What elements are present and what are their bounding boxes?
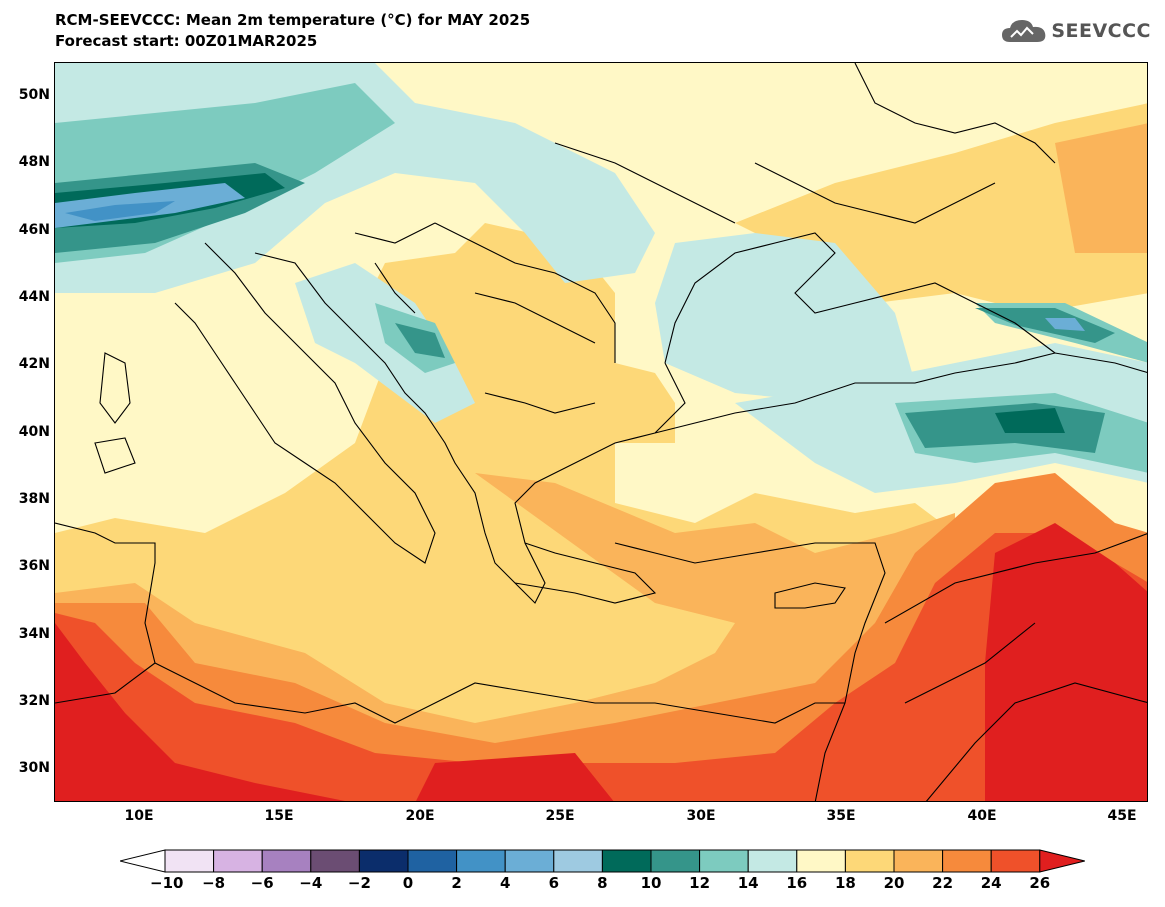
colorbar-label: 26	[1029, 874, 1051, 892]
colorbar-box	[601, 849, 652, 873]
colorbar-box	[504, 849, 555, 873]
colorbar-label: 8	[597, 874, 608, 892]
colorbar-box	[553, 849, 603, 873]
lon-label: 45E	[1107, 808, 1137, 824]
lat-label: 40N	[18, 424, 50, 440]
temperature-map	[54, 62, 1148, 802]
colorbar-box	[844, 849, 895, 873]
colorbar-label: 18	[834, 874, 856, 892]
colorbar-label: 0	[402, 874, 414, 892]
lon-label: 10E	[124, 808, 154, 824]
map-title: RCM-SEEVCCC: Mean 2m temperature (°C) fo…	[55, 11, 531, 29]
colorbar-label: 14	[737, 874, 759, 892]
colorbar-box	[358, 849, 409, 873]
colorbar-label: −4	[299, 874, 323, 892]
lat-label: 50N	[18, 87, 50, 103]
lat-label: 48N	[18, 154, 50, 170]
colorbar	[120, 849, 1085, 873]
colorbar-label: 16	[786, 874, 808, 892]
colorbar-box	[310, 849, 360, 873]
lat-label: 42N	[18, 356, 50, 372]
lon-label: 30E	[686, 808, 716, 824]
colorbar-label: −6	[250, 874, 274, 892]
title-block: RCM-SEEVCCC: Mean 2m temperature (°C) fo…	[55, 10, 530, 52]
lon-label: 20E	[405, 808, 435, 824]
colorbar-box	[650, 849, 701, 873]
colorbar-label: 10	[640, 874, 662, 892]
colorbar-box	[699, 849, 749, 873]
colorbar-box	[164, 849, 215, 873]
colorbar-label: 12	[689, 874, 711, 892]
seevccc-logo: SEEVCCC	[1001, 18, 1151, 44]
colorbar-high-triangle	[1039, 849, 1085, 873]
colorbar-box	[893, 849, 944, 873]
colorbar-box	[747, 849, 798, 873]
lon-label: 40E	[967, 808, 997, 824]
lat-label: 44N	[18, 289, 50, 305]
colorbar-label: 2	[451, 874, 462, 892]
lon-label: 35E	[826, 808, 856, 824]
lat-label: 32N	[18, 693, 50, 709]
colorbar-label: 4	[499, 874, 511, 892]
colorbar-low-triangle	[120, 849, 166, 873]
lon-label: 25E	[545, 808, 575, 824]
lon-label: 15E	[264, 808, 294, 824]
colorbar-label: −2	[347, 874, 371, 892]
colorbar-box	[261, 849, 312, 873]
lat-label: 30N	[18, 760, 50, 776]
colorbar-box	[796, 849, 846, 873]
lat-label: 34N	[18, 626, 50, 642]
temperature-field	[55, 63, 1147, 801]
colorbar-box	[407, 849, 458, 873]
colorbar-box	[942, 849, 992, 873]
forecast-start: Forecast start: 00Z01MAR2025	[55, 32, 318, 50]
colorbar-label: −8	[202, 874, 226, 892]
logo-text: SEEVCCC	[1051, 20, 1151, 42]
colorbar-box	[456, 849, 506, 873]
colorbar-box	[990, 849, 1041, 873]
colorbar-label: 22	[932, 874, 954, 892]
colorbar-label: 6	[548, 874, 560, 892]
lat-label: 38N	[18, 491, 50, 507]
colorbar-label: 24	[980, 874, 1002, 892]
lat-label: 36N	[18, 558, 50, 574]
cloud-icon	[1002, 20, 1046, 42]
colorbar-label: 20	[883, 874, 905, 892]
lat-label: 46N	[18, 222, 50, 238]
colorbar-box	[213, 849, 263, 873]
colorbar-label: −10	[150, 874, 184, 892]
